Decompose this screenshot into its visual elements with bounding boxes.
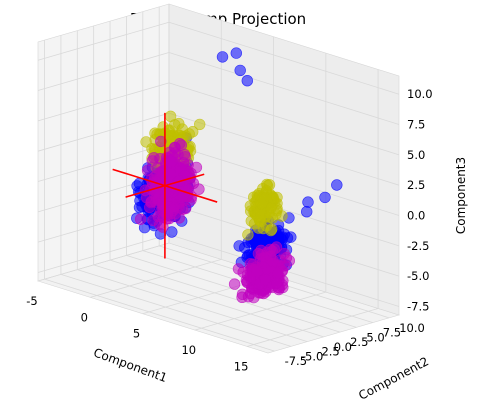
scatter-point-yellow — [255, 198, 268, 210]
scatter-point-blue — [302, 196, 314, 208]
principal-axes — [112, 112, 218, 259]
y-tick-label: 7.5 — [383, 326, 401, 340]
scatter-point-magenta — [272, 267, 284, 279]
y-tick-label: 2.5 — [350, 335, 368, 349]
grid-line — [44, 278, 275, 352]
scatter-point-magenta — [250, 265, 263, 277]
grid-line — [37, 21, 170, 61]
scatter-point-magenta — [165, 156, 177, 168]
grid-line — [109, 259, 341, 333]
z-tick-label: 10.0 — [407, 87, 433, 101]
scatter-point-blue — [281, 232, 294, 244]
x-axis-label: Component1 — [92, 345, 169, 385]
grid-line — [168, 173, 400, 247]
scatter-point-blue — [319, 191, 331, 204]
z-tick-label: -5.0 — [407, 269, 429, 283]
grid-line — [194, 291, 326, 331]
scatter-point-magenta — [173, 212, 186, 224]
scatter-point-magenta — [157, 221, 169, 233]
y-tick-label: 0.0 — [334, 340, 352, 354]
grid-line — [93, 264, 324, 338]
scatter-point-blue — [216, 51, 229, 63]
z-tick-label: 5.0 — [407, 148, 425, 162]
scatter-point-magenta — [163, 212, 176, 225]
x-tick-label: 0 — [81, 310, 88, 324]
grid-line — [246, 308, 379, 347]
z-tick-label: 7.5 — [407, 118, 425, 132]
scatter-point-magenta — [175, 139, 188, 151]
scatter-point-yellow — [271, 191, 283, 204]
scatter-point-magenta — [177, 157, 190, 169]
scatter-point-yellow — [164, 110, 177, 123]
z-axis-label: Component3 — [454, 157, 468, 234]
scatter-point-blue — [331, 179, 343, 191]
grid-line — [37, 234, 170, 273]
scatter-point-magenta — [134, 213, 147, 225]
scatter-point-blue — [234, 64, 246, 77]
grid-line — [168, 82, 400, 156]
z-tick-label: -7.5 — [407, 300, 429, 314]
grid-line — [90, 258, 222, 298]
scatter-point-magenta — [155, 135, 167, 148]
scatter-point-magenta — [168, 202, 180, 215]
grid-line — [37, 82, 170, 122]
scatter-point-magenta — [146, 155, 159, 167]
x-tick-label: -5 — [26, 294, 37, 308]
x-tick-label: 15 — [234, 360, 249, 374]
scatter-point-yellow — [245, 215, 258, 227]
z-tick-label: -2.5 — [407, 239, 429, 253]
y-axis-label: Component2 — [356, 354, 431, 400]
scatter-point-yellow — [194, 118, 206, 131]
scatter-point-yellow — [242, 229, 254, 241]
scatter-point-magenta — [259, 273, 271, 285]
grid-line — [168, 112, 400, 186]
grid-line — [168, 143, 400, 216]
scatter-point-yellow — [264, 211, 276, 223]
scatter-point-magenta — [179, 202, 192, 215]
x-tick-label: 10 — [181, 343, 196, 357]
y-tick-label: -5.0 — [301, 349, 323, 363]
y-tick-label: -2.5 — [317, 345, 339, 359]
grid-line — [37, 112, 170, 152]
y-tick-label: 10.0 — [399, 321, 425, 335]
scatter-point-yellow — [263, 179, 276, 191]
scatter-point-blue — [166, 226, 178, 238]
grid-line — [37, 52, 170, 91]
grid-line — [60, 273, 292, 347]
scatter-point-magenta — [141, 164, 154, 177]
scatter-point-blue — [239, 242, 251, 254]
scatter-point-blue — [241, 74, 254, 87]
scatter-point-magenta — [164, 168, 176, 180]
z-tick-label: 2.5 — [407, 178, 425, 192]
x-tick-label: 5 — [133, 327, 140, 341]
scatter-point-magenta — [228, 278, 241, 290]
principal-axis-line — [125, 173, 205, 198]
y-tick-label: -7.5 — [285, 354, 307, 368]
grid-line — [37, 242, 170, 282]
grid-line — [77, 269, 308, 342]
scatter-point-blue — [301, 206, 313, 218]
scatter-point-yellow — [276, 210, 288, 222]
grid-line — [168, 52, 400, 125]
grid-line — [168, 21, 400, 95]
scatter-point-blue — [230, 47, 243, 59]
z-tick-label: 0.0 — [407, 209, 425, 223]
y-tick-label: 5.0 — [366, 330, 384, 344]
